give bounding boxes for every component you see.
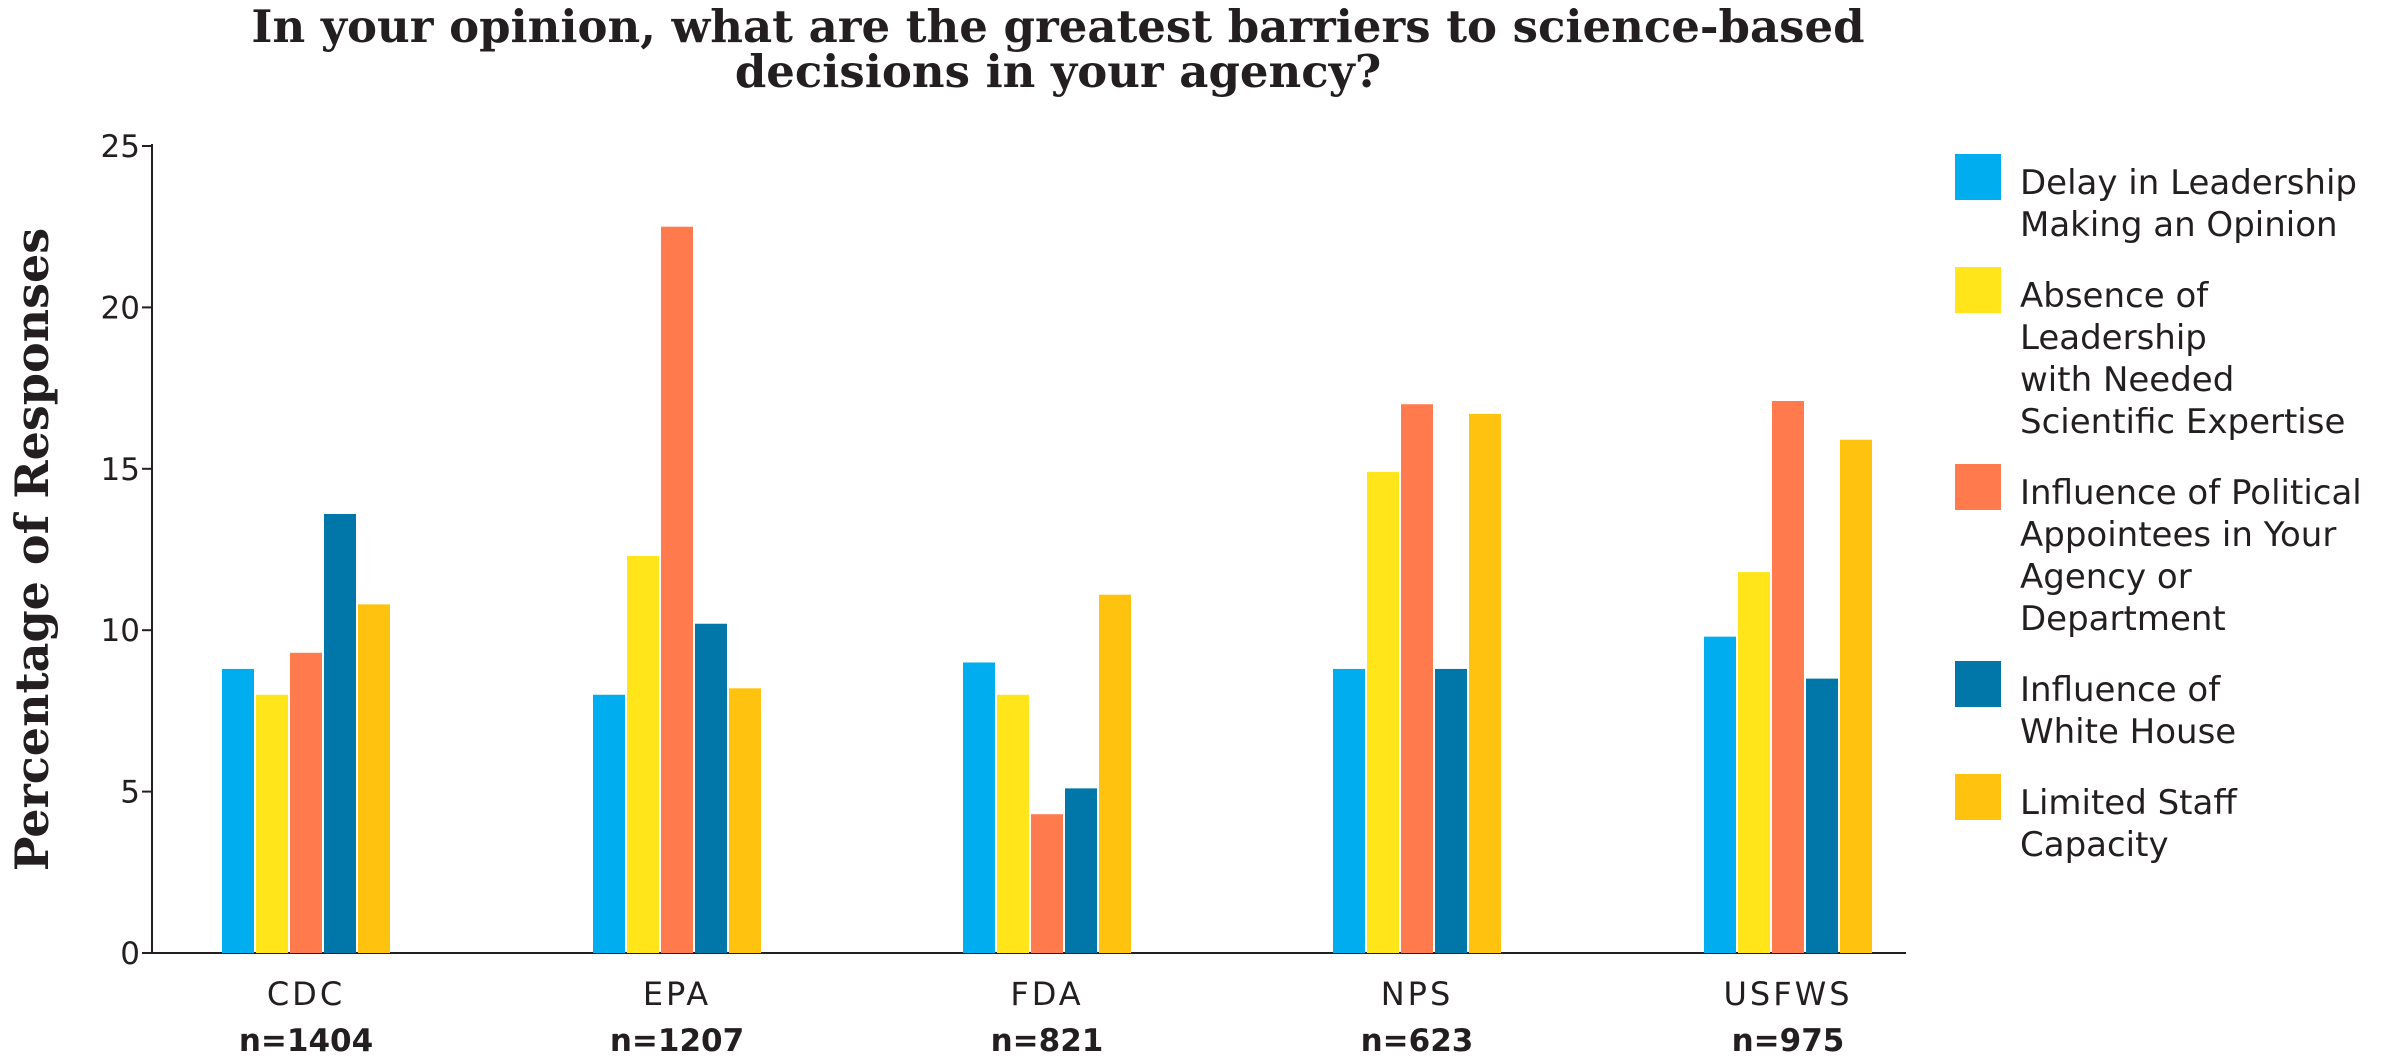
legend-label-line: Limited Staff — [2020, 783, 2238, 823]
y-axis-label: Percentage of Responses — [5, 228, 59, 871]
x-category-label: NPS — [1381, 975, 1454, 1013]
y-tick-label: 20 — [101, 290, 140, 326]
legend-label-line: Influence of — [2020, 670, 2221, 710]
bar-nps-series-3 — [1401, 404, 1433, 953]
legend-swatch — [1955, 661, 2001, 707]
x-category-sample-size: n=623 — [1361, 1023, 1474, 1057]
legend-label-line: Influence of Political — [2020, 473, 2362, 513]
x-category-label: CDC — [267, 975, 345, 1013]
x-category-sample-size: n=975 — [1732, 1023, 1845, 1057]
y-tick-label: 25 — [101, 129, 140, 165]
bar-cdc-series-2 — [256, 694, 288, 953]
chart-title: In your opinion, what are the greatest b… — [251, 0, 1864, 98]
x-category-label: FDA — [1010, 975, 1083, 1013]
bar-cdc-series-5 — [358, 604, 390, 953]
legend-label-line: Making an Opinion — [2020, 205, 2338, 245]
bar-epa-series-5 — [729, 688, 761, 953]
bar-fda-series-1 — [963, 662, 995, 953]
y-axis: 0 5 10 15 20 25 — [101, 129, 153, 972]
bar-fda-series-2 — [997, 694, 1029, 953]
y-axis-label-text: Percentage of Responses — [5, 228, 59, 871]
bar-nps-series-4 — [1435, 668, 1467, 953]
bar-cdc-series-4 — [324, 513, 356, 953]
x-category-sample-size: n=1404 — [239, 1023, 373, 1057]
bar-cdc-series-1 — [222, 668, 254, 953]
legend-label-line: with Needed — [2020, 360, 2234, 400]
bar-nps-series-1 — [1333, 668, 1365, 953]
y-tick-label: 10 — [101, 613, 140, 649]
legend-label-line: Absence of — [2020, 276, 2209, 316]
bar-nps-series-2 — [1367, 472, 1399, 953]
legend-swatch — [1955, 267, 2001, 313]
legend-label-line: Department — [2020, 599, 2226, 639]
y-tick-label: 15 — [101, 452, 140, 488]
x-category-label: USFWS — [1723, 975, 1852, 1013]
bar-usfws-series-1 — [1704, 636, 1736, 953]
x-category-sample-size: n=1207 — [610, 1023, 744, 1057]
legend-swatch — [1955, 154, 2001, 200]
legend-label-line: Appointees in Your — [2020, 515, 2336, 555]
legend-label-line: Capacity — [2020, 825, 2169, 865]
legend-label-line: Leadership — [2020, 318, 2207, 358]
bar-nps-series-5 — [1469, 413, 1501, 953]
bar-fda-series-4 — [1065, 788, 1097, 953]
legend-label-line: Scientific Expertise — [2020, 402, 2345, 442]
x-category-label: EPA — [643, 975, 711, 1013]
bar-epa-series-4 — [695, 623, 727, 953]
bar-epa-series-2 — [627, 555, 659, 953]
legend-label-line: White House — [2020, 712, 2236, 752]
legend-swatch — [1955, 464, 2001, 510]
legend-label-line: Agency or — [2020, 557, 2192, 597]
bar-usfws-series-4 — [1806, 678, 1838, 953]
y-tick-label: 5 — [120, 775, 140, 811]
bar-usfws-series-2 — [1738, 572, 1770, 953]
bar-epa-series-3 — [661, 226, 693, 953]
y-tick-label: 0 — [120, 936, 140, 972]
bars — [222, 226, 1872, 954]
bar-epa-series-1 — [593, 694, 625, 953]
bar-cdc-series-3 — [290, 652, 322, 953]
bar-fda-series-5 — [1099, 594, 1131, 953]
bar-usfws-series-5 — [1840, 439, 1872, 953]
chart-title-line-1: In your opinion, what are the greatest b… — [251, 0, 1864, 53]
x-category-sample-size: n=821 — [991, 1023, 1104, 1057]
chart-title-line-2: decisions in your agency? — [735, 45, 1381, 98]
bar-usfws-series-3 — [1772, 401, 1804, 954]
x-axis: CDC n=1404 EPA n=1207 FDA n=821 NPS n=623 USFWS n… — [152, 952, 1906, 1057]
legend-swatch — [1955, 774, 2001, 820]
bar-fda-series-3 — [1031, 814, 1063, 953]
legend-label-line: Delay in Leadership — [2020, 163, 2357, 203]
